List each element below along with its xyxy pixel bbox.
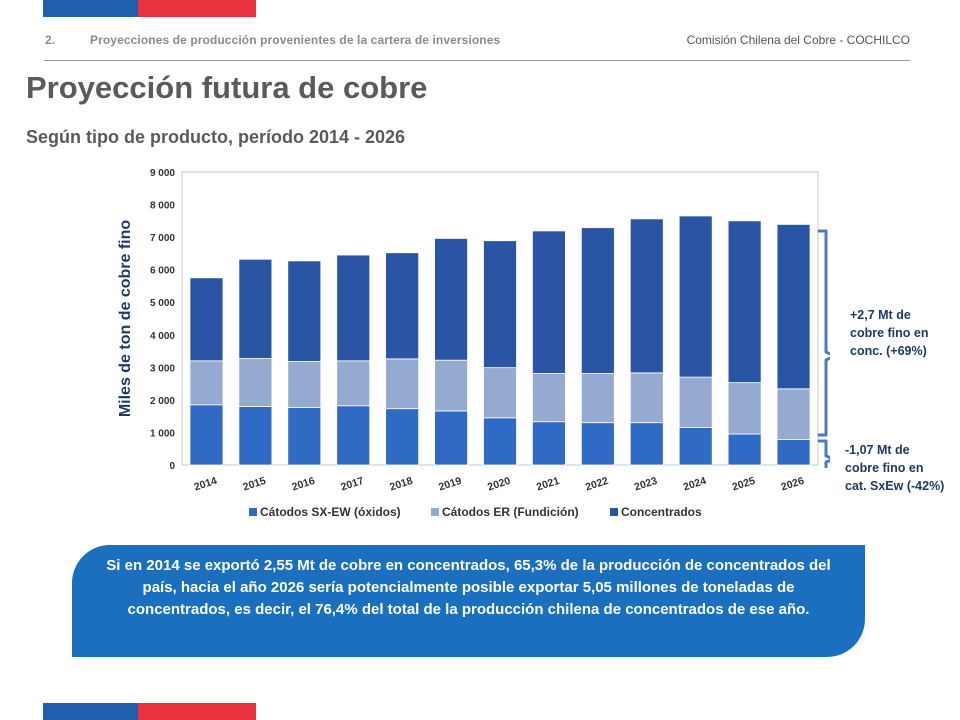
x-tick-label: 2021 bbox=[535, 475, 561, 494]
bar-conc-2021 bbox=[532, 230, 566, 374]
bar-conc-2018 bbox=[385, 252, 420, 360]
bar-conc-2016 bbox=[287, 260, 322, 362]
annotation-concentrates-line-2: cobre fino en bbox=[850, 326, 929, 340]
organization-name: Comisión Chilena del Cobre - COCHILCO bbox=[686, 33, 910, 47]
x-tick-label: 2024 bbox=[682, 475, 708, 494]
bar-sxew-2023 bbox=[629, 422, 664, 466]
bar-er-2025 bbox=[727, 382, 762, 435]
page-title: Proyección futura de cobre bbox=[26, 70, 428, 105]
bar-sxew-2024 bbox=[678, 427, 713, 466]
header-divider bbox=[44, 60, 910, 61]
bar-conc-2019 bbox=[434, 238, 468, 361]
x-tick-label: 2016 bbox=[290, 475, 316, 494]
section-number: 2. bbox=[45, 33, 56, 47]
bar-er-2019 bbox=[434, 359, 468, 412]
bar-sxew-2014 bbox=[189, 404, 224, 466]
x-tick-label: 2019 bbox=[437, 475, 463, 494]
bar-er-2017 bbox=[336, 360, 371, 407]
y-tick-label: 7 000 bbox=[150, 233, 175, 244]
bar-er-2018 bbox=[385, 358, 420, 410]
bar-sxew-2022 bbox=[580, 422, 615, 466]
y-tick-label: 5 000 bbox=[150, 298, 175, 309]
x-tick-label: 2022 bbox=[584, 475, 610, 494]
annotation-cathodes-line-3: cat. SxEw (-42%) bbox=[845, 479, 945, 493]
legend-entry: Cátodos ER (Fundición) bbox=[442, 505, 579, 519]
production-chart: 0 1 000 2 000 3 000 4 000 5 000 6 000 7 000 8 00… bbox=[117, 168, 830, 519]
y-tick-label: 1 000 bbox=[150, 428, 175, 439]
bar-conc-2017 bbox=[336, 254, 371, 362]
bar-conc-2014 bbox=[189, 277, 224, 362]
annotation-cathodes-line-1: -1,07 Mt de bbox=[845, 443, 910, 457]
legend-swatch bbox=[431, 508, 439, 516]
bracket-cathodes bbox=[818, 439, 830, 468]
bar-sxew-2016 bbox=[287, 406, 322, 466]
bar-er-2022 bbox=[580, 373, 615, 424]
bar-conc-2022 bbox=[580, 227, 615, 374]
y-tick-label: 9 000 bbox=[150, 168, 175, 179]
bar-sxew-2026 bbox=[776, 439, 811, 466]
x-tick-label: 2026 bbox=[780, 475, 806, 494]
bar-conc-2015 bbox=[238, 258, 273, 359]
x-tick-label: 2023 bbox=[633, 475, 659, 494]
bar-er-2024 bbox=[678, 376, 713, 428]
annotation-cathodes-line-2: cobre fino en bbox=[845, 461, 924, 475]
bar-sxew-2021 bbox=[532, 421, 566, 466]
section-title: Proyecciones de producción provenientes … bbox=[90, 33, 501, 47]
bar-er-2016 bbox=[287, 361, 322, 408]
bar-er-2015 bbox=[238, 358, 273, 407]
bar-sxew-2017 bbox=[336, 405, 371, 466]
x-tick-label: 2017 bbox=[339, 475, 365, 494]
bar-sxew-2020 bbox=[483, 417, 517, 466]
x-tick-label: 2015 bbox=[241, 475, 267, 494]
bar-er-2021 bbox=[532, 373, 566, 423]
bracket-concentrates bbox=[818, 229, 830, 437]
bar-er-2026 bbox=[776, 388, 811, 441]
annotation-concentrates-line-1: +2,7 Mt de bbox=[850, 308, 911, 322]
flag-stripe-top bbox=[43, 0, 256, 17]
info-box: Si en 2014 se exportó 2,55 Mt de cobre e… bbox=[72, 545, 865, 657]
x-tick-label: 2018 bbox=[388, 475, 414, 494]
y-tick-label: 2 000 bbox=[150, 396, 175, 407]
bar-er-2023 bbox=[629, 372, 664, 424]
bar-conc-2025 bbox=[727, 220, 762, 384]
legend-entry: Concentrados bbox=[621, 505, 702, 519]
flag-stripe-bottom bbox=[43, 703, 256, 720]
legend-swatch bbox=[249, 508, 257, 516]
x-tick-label: 2014 bbox=[193, 475, 219, 494]
y-tick-label: 8 000 bbox=[150, 201, 175, 212]
y-tick-label: 3 000 bbox=[150, 363, 175, 374]
bar-conc-2023 bbox=[629, 218, 664, 374]
y-tick-label: 4 000 bbox=[150, 331, 175, 342]
annotation-concentrates: +2,7 Mt de cobre fino en conc. (+69%) bbox=[850, 306, 928, 360]
annotation-concentrates-line-3: conc. (+69%) bbox=[850, 344, 927, 358]
y-axis-label: Miles de ton de cobre fino bbox=[117, 220, 134, 418]
bar-conc-2026 bbox=[776, 224, 811, 390]
bar-conc-2024 bbox=[678, 215, 713, 378]
bar-sxew-2019 bbox=[434, 410, 468, 466]
bar-conc-2020 bbox=[483, 240, 517, 369]
y-tick-label: 0 bbox=[169, 461, 175, 472]
legend-swatch bbox=[610, 508, 618, 516]
bar-er-2020 bbox=[483, 367, 517, 419]
bar-er-2014 bbox=[189, 360, 224, 406]
legend-entry: Cátodos SX-EW (óxidos) bbox=[260, 505, 401, 519]
annotation-cathodes: -1,07 Mt de cobre fino en cat. SxEw (-42… bbox=[845, 441, 944, 495]
bar-sxew-2015 bbox=[238, 405, 273, 466]
page-subtitle: Según tipo de producto, período 2014 - 2… bbox=[26, 127, 406, 147]
bar-sxew-2025 bbox=[727, 433, 762, 466]
x-tick-label: 2025 bbox=[731, 475, 757, 494]
y-tick-label: 6 000 bbox=[150, 266, 175, 277]
bar-sxew-2018 bbox=[385, 408, 420, 466]
x-tick-label: 2020 bbox=[486, 475, 512, 494]
